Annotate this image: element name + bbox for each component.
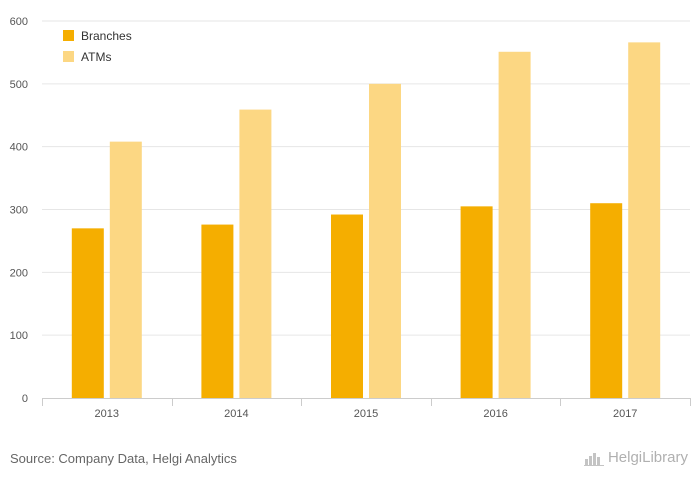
y-tick-label: 600: [10, 16, 28, 28]
bar-branches-2013[interactable]: [71, 228, 104, 398]
bars: [71, 42, 661, 399]
bar-atms-2016[interactable]: [498, 51, 531, 399]
x-tick-label: 2013: [95, 408, 119, 420]
bar-atms-2015[interactable]: [369, 83, 401, 398]
brand-name: HelgiLibrary: [607, 449, 688, 466]
y-tick-label: 100: [10, 330, 28, 342]
x-tick-label: 2017: [613, 408, 637, 420]
source-note: Source: Company Data, Helgi Analytics: [10, 451, 237, 466]
legend[interactable]: Branches ATMs: [63, 29, 132, 64]
y-tick-label: 200: [10, 267, 28, 279]
x-axis: 2013 2014 2015 2016 2017: [42, 398, 691, 420]
x-tick-label: 2015: [354, 408, 378, 420]
bar-branches-2015[interactable]: [331, 214, 363, 398]
legend-swatch-atms[interactable]: [63, 51, 74, 62]
x-tick-label: 2016: [483, 408, 507, 420]
bar-branches-2017[interactable]: [590, 203, 623, 398]
bar-branches-2014[interactable]: [201, 224, 234, 398]
bar-atms-2013[interactable]: [109, 141, 142, 398]
bar-chart: 0 100 200 300 400 500 600 2013 2014 2015 2016 2017…: [10, 16, 691, 420]
legend-label-branches[interactable]: Branches: [81, 29, 132, 43]
gridlines: [42, 20, 690, 336]
brand-logo[interactable]: HelgiLibrary: [583, 449, 688, 466]
y-tick-label: 400: [10, 142, 28, 154]
bar-atms-2017[interactable]: [628, 42, 661, 398]
bar-branches-2016[interactable]: [460, 206, 493, 398]
y-tick-label: 500: [10, 79, 28, 91]
y-tick-label: 300: [10, 205, 28, 217]
y-tick-label: 0: [22, 393, 28, 405]
x-tick-label: 2014: [224, 408, 248, 420]
legend-swatch-branches[interactable]: [63, 30, 74, 41]
bar-atms-2014[interactable]: [239, 109, 272, 398]
y-axis-ticks: 0 100 200 300 400 500 600: [10, 16, 28, 405]
legend-label-atms[interactable]: ATMs: [81, 50, 111, 64]
library-logo-icon: [583, 452, 604, 466]
